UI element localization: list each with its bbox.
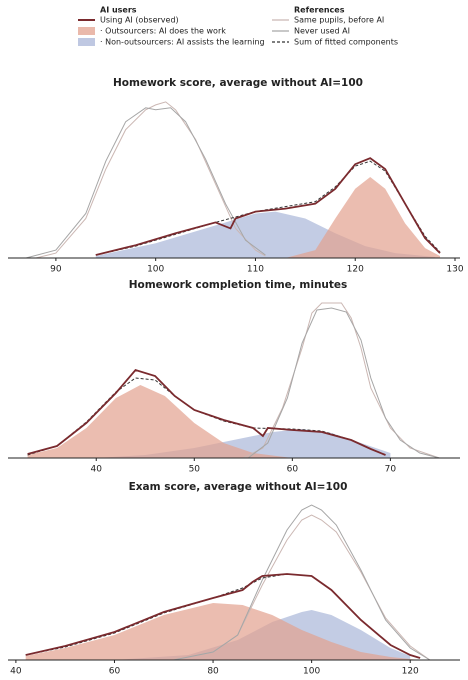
x-tick-label: 60: [109, 667, 121, 677]
panel-title: Homework completion time, minutes: [129, 279, 348, 291]
x-tick-label: 100: [303, 667, 320, 677]
legend-label: Never used AI: [294, 27, 350, 36]
density-line: [27, 368, 386, 456]
x-tick-label: 90: [50, 265, 62, 275]
legend-label: · Non-outsourcers: AI assists the learni…: [100, 38, 265, 47]
legend-heading: AI users: [100, 6, 137, 15]
density-line: [247, 307, 440, 459]
legend-label: · Outsourcers: AI does the work: [100, 27, 226, 36]
x-tick-label: 120: [402, 667, 419, 677]
panel-title: Homework score, average without AI=100: [113, 77, 363, 89]
density-line: [25, 107, 266, 259]
density-line: [25, 573, 421, 659]
density-area: [27, 385, 293, 458]
x-tick-label: 120: [347, 265, 364, 275]
legend-swatch: [78, 38, 95, 46]
x-tick-label: 70: [385, 465, 397, 475]
x-tick-label: 80: [207, 667, 219, 677]
legend-label: Using AI (observed): [100, 16, 179, 25]
density-area: [25, 603, 421, 660]
x-tick-label: 50: [189, 465, 201, 475]
legend-label: Sum of fitted components: [294, 38, 398, 47]
legend-swatch: [78, 27, 95, 35]
panel-title: Exam score, average without AI=100: [129, 481, 348, 493]
x-tick-label: 130: [446, 265, 463, 275]
density-line: [35, 101, 266, 259]
density-area: [96, 429, 391, 458]
legend-label: Same pupils, before AI: [294, 16, 384, 25]
x-tick-label: 40: [10, 667, 22, 677]
x-tick-label: 40: [91, 465, 103, 475]
density-line: [173, 504, 431, 661]
x-tick-label: 110: [247, 265, 264, 275]
legend-heading: References: [294, 6, 345, 15]
x-tick-label: 100: [147, 265, 164, 275]
density-area: [285, 177, 440, 258]
density-line: [95, 157, 441, 256]
x-tick-label: 60: [287, 465, 299, 475]
